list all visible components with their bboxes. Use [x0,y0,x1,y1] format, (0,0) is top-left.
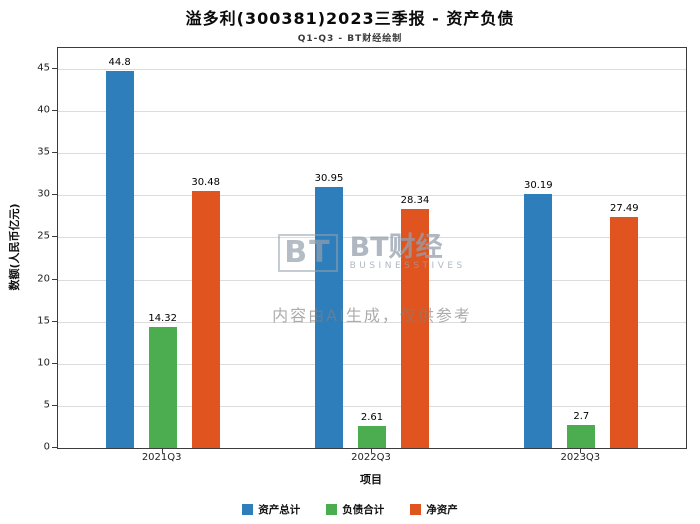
gridline [58,195,686,197]
bar-value-label: 2.61 [360,412,384,424]
legend: 资产总计 负债合计 净资产 [0,502,700,517]
legend-item: 负债合计 [326,502,384,517]
chart-subtitle: Q1-Q3 - BT财经绘制 [297,34,403,44]
x-tick-mark [580,448,582,453]
plot-area: 44.8 14.32 30.48 30.95 2.61 28.34 30.19 2.7 27.4… [57,47,687,449]
gridline [58,111,686,113]
legend-swatch [410,504,422,515]
bar-value-label: 30.19 [524,179,553,191]
y-tick-mark [52,194,57,196]
y-tick-mark [52,404,57,406]
bar-value-label: 28.34 [400,195,430,207]
bar-value-label: 30.48 [191,177,220,189]
bar-value-label: 2.7 [573,411,590,423]
gridline [58,363,686,365]
gridline [58,279,686,281]
y-tick-mark [52,447,57,448]
bars-layer: 44.8 14.32 30.48 30.95 2.61 28.34 30.19 2.7 27.4… [58,48,686,448]
y-ticks: 0 5 10 15 20 25 30 35 40 45 [0,47,50,453]
bar-value-label: 14.32 [148,313,177,325]
y-tick-label: 15 [37,315,50,327]
bar [610,216,639,448]
x-tick-mark [371,448,372,453]
y-tick-label: 20 [37,273,50,285]
y-tick-label: 0 [43,441,50,453]
x-axis-label: 项目 [360,473,382,486]
legend-swatch [326,504,338,515]
y-tick-label: 10 [37,357,50,369]
gridline [58,321,686,323]
bar [401,209,429,448]
y-tick-mark [52,236,57,238]
bar [105,70,134,448]
gridline [58,69,686,71]
x-ticks: 2021Q3 2022Q3 2023Q3 [57,452,685,466]
bar [524,193,553,448]
legend-label: 负债合计 [342,504,385,516]
bar-value-label: 27.49 [610,202,639,214]
y-tick-label: 5 [43,399,50,411]
y-tick-mark [52,278,57,280]
bar [315,187,343,448]
y-tick-mark [52,68,57,70]
legend-item: 净资产 [410,502,458,517]
legend-label: 净资产 [426,504,458,516]
x-tick-mark [161,448,163,453]
bar [191,191,220,448]
y-tick-marks [52,47,57,448]
x-tick-marks [57,448,685,453]
y-tick-label: 30 [37,188,50,200]
x-tick-label: 2022Q3 [351,452,391,463]
gridline [58,153,686,155]
y-tick-label: 35 [37,146,50,158]
legend-label: 资产总计 [258,504,301,516]
gridline [58,237,686,239]
chart-title: 溢多利(300381)2023三季报 - 资产负债 [185,9,515,28]
bar [148,327,177,448]
legend-item: 资产总计 [242,502,300,517]
y-tick-mark [52,362,57,364]
bar-value-label: 44.8 [108,56,131,68]
y-tick-mark [52,320,57,322]
x-tick-label: 2021Q3 [141,452,182,463]
y-tick-label: 45 [37,62,50,74]
y-tick-label: 25 [37,230,50,242]
bar [358,426,386,448]
y-tick-mark [52,110,57,112]
bar [567,425,596,448]
x-tick-label: 2023Q3 [560,452,601,463]
gridline [58,405,686,407]
y-tick-label: 40 [37,104,50,116]
legend-swatch [242,504,254,515]
y-tick-mark [52,152,57,154]
bar-value-label: 30.95 [314,173,344,185]
